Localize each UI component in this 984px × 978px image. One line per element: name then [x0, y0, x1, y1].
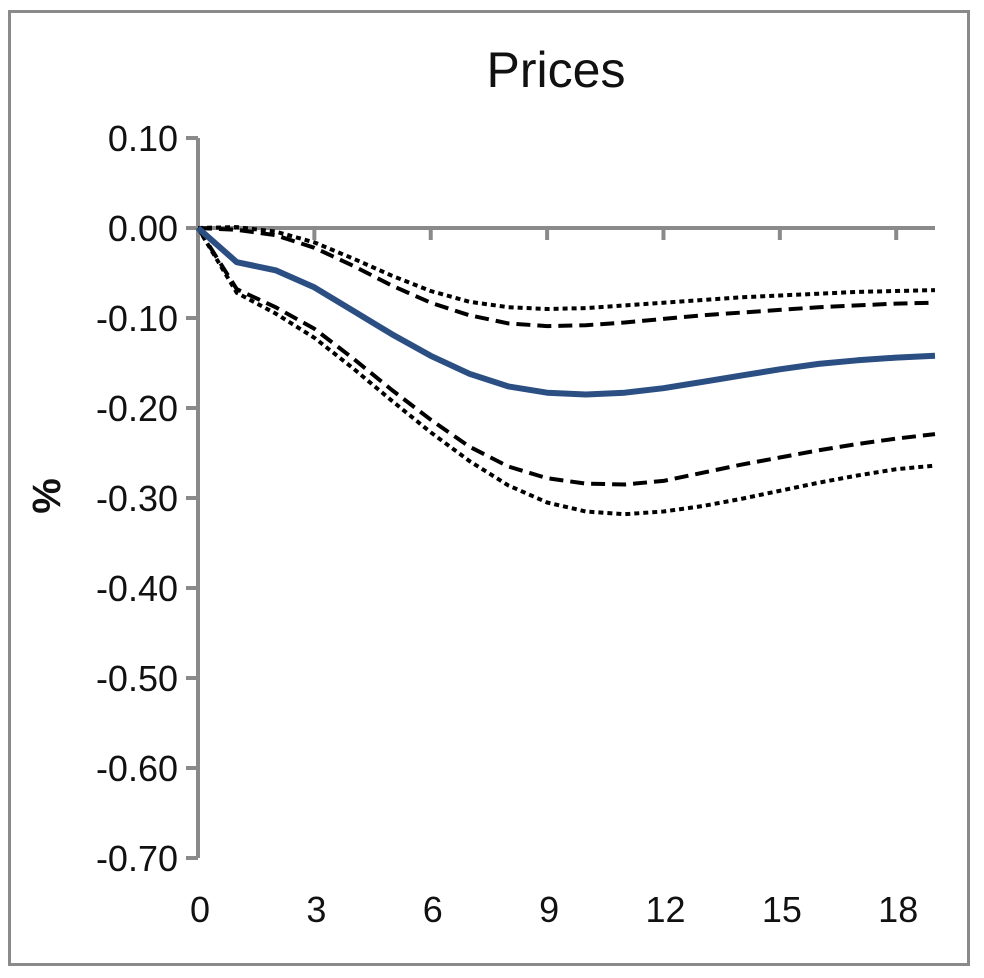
x-tick-label: 12: [645, 889, 685, 930]
x-tick-label: 6: [423, 889, 443, 930]
x-tick-labels: 0 3 6 9 12 15 18: [190, 889, 918, 930]
y-axis-label: %: [25, 478, 69, 514]
series-layer: [196, 225, 936, 517]
y-tick-label: -0.50: [96, 658, 178, 699]
y-tick-label: -0.60: [96, 748, 178, 789]
chart-title: Prices: [487, 42, 626, 98]
x-tick-label: 3: [306, 889, 326, 930]
y-tick-label: 0.00: [108, 208, 178, 249]
series-line-upper-band-inner: [197, 226, 936, 329]
x-tick-label: 15: [762, 889, 802, 930]
x-tick-label: 0: [190, 889, 210, 930]
y-tick-label: -0.40: [96, 568, 178, 609]
y-tick-label: -0.10: [96, 298, 178, 339]
y-tick-label: -0.30: [96, 478, 178, 519]
series-line-point-estimate: [196, 225, 936, 398]
series-line-upper-band-outer: [197, 225, 936, 311]
series-line-lower-band-inner: [196, 226, 936, 487]
x-tick-label: 9: [539, 889, 559, 930]
y-tick-label: -0.20: [96, 388, 178, 429]
series-line-lower-band-outer: [196, 226, 936, 517]
axes: [186, 136, 935, 860]
y-tick-label: 0.10: [108, 118, 178, 159]
y-tick-label: -0.70: [96, 838, 178, 879]
chart-frame: [8, 10, 970, 966]
x-tick-label: 18: [878, 889, 918, 930]
y-tick-labels: 0.10 0.00 -0.10 -0.20 -0.30 -0.40 -0.50 -0.60 -0…: [96, 118, 178, 879]
